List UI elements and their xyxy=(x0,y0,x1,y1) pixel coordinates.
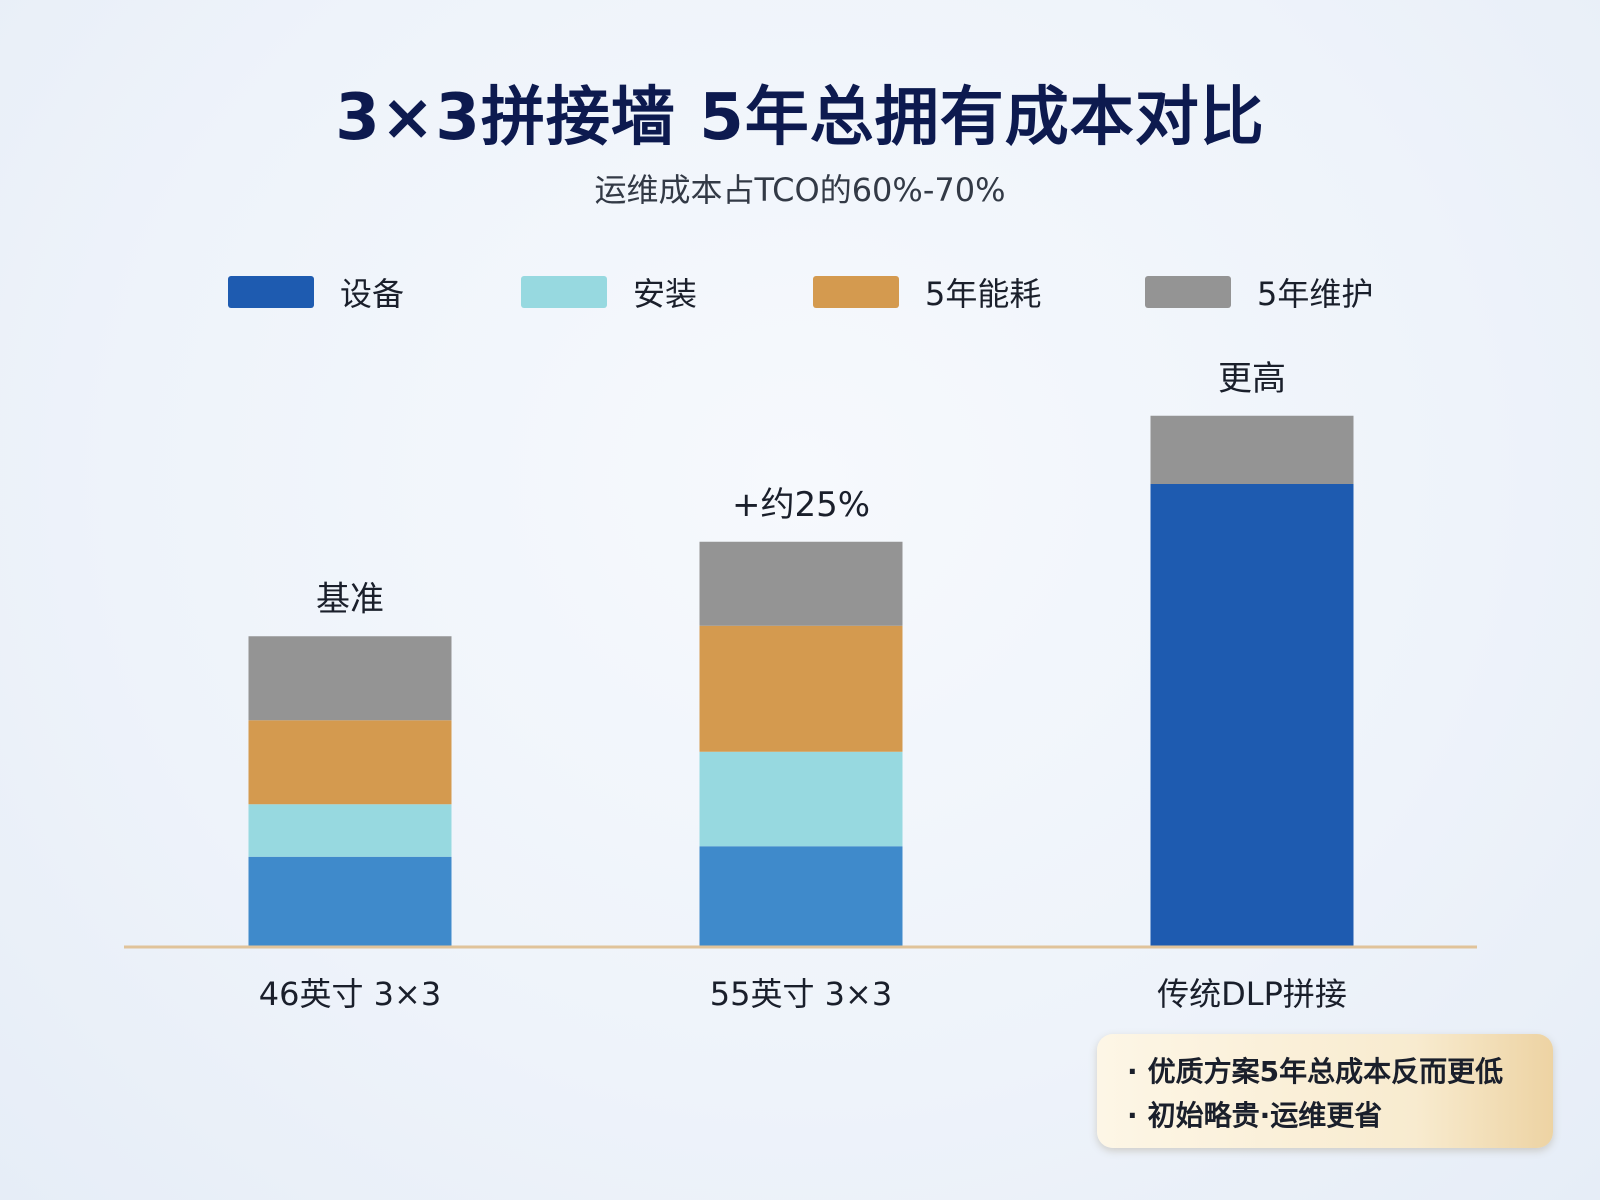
legend-item-maintenance: 5年维护 xyxy=(1145,272,1374,313)
bar-segment-55in-equipment xyxy=(699,846,903,946)
bar-segment-46in-installation xyxy=(248,804,452,857)
legend-swatch-equipment xyxy=(228,276,314,308)
legend-swatch-energy xyxy=(813,276,899,308)
legend-label-installation: 安装 xyxy=(633,275,698,313)
x-tick-label-dlp: 传统DLP拼接 xyxy=(1157,975,1347,1013)
legend-swatch-installation xyxy=(521,276,607,308)
legend-label-maintenance: 5年维护 xyxy=(1257,275,1374,313)
note-text-2: 初始略贵·运维更省 xyxy=(1147,1099,1383,1132)
bar-segment-55in-maintenance xyxy=(699,541,903,626)
bar-segment-55in-installation xyxy=(699,751,903,847)
bar-segment-46in-maintenance xyxy=(248,636,452,721)
legend-item-equipment: 设备 xyxy=(228,272,405,313)
note-bullet-2: · xyxy=(1127,1099,1138,1132)
legend-label-energy: 5年能耗 xyxy=(925,275,1042,313)
note-line-2: · 初始略贵·运维更省 xyxy=(1127,1094,1533,1138)
bar-segment-dlp-equipment xyxy=(1150,484,1354,946)
bar-top-label-55in: +约25% xyxy=(732,485,870,525)
bar-top-label-dlp: 更高 xyxy=(1218,359,1286,399)
bar-segment-dlp-maintenance xyxy=(1150,415,1354,484)
legend-swatch-maintenance xyxy=(1145,276,1231,308)
x-tick-label-55in: 55英寸 3×3 xyxy=(710,975,892,1013)
note-line-1: · 优质方案5年总成本反而更低 xyxy=(1127,1050,1533,1094)
bar-segment-55in-energy xyxy=(699,625,903,752)
bar-segment-46in-energy xyxy=(248,720,452,805)
note-text-1: 优质方案5年总成本反而更低 xyxy=(1147,1055,1504,1088)
legend-label-equipment: 设备 xyxy=(340,275,405,313)
bar-top-label-46in: 基准 xyxy=(316,579,384,619)
x-tick-label-46in: 46英寸 3×3 xyxy=(259,975,441,1013)
note-box: · 优质方案5年总成本反而更低 · 初始略贵·运维更省 xyxy=(1097,1034,1553,1148)
bar-segment-46in-equipment xyxy=(248,856,452,946)
note-bullet-1: · xyxy=(1127,1055,1138,1088)
chart-subtitle: 运维成本占TCO的60%-70% xyxy=(594,171,1006,209)
chart-title: 3×3拼接墙 5年总拥有成本对比 xyxy=(335,81,1265,155)
legend-item-installation: 安装 xyxy=(521,272,698,313)
legend-item-energy: 5年能耗 xyxy=(813,272,1042,313)
